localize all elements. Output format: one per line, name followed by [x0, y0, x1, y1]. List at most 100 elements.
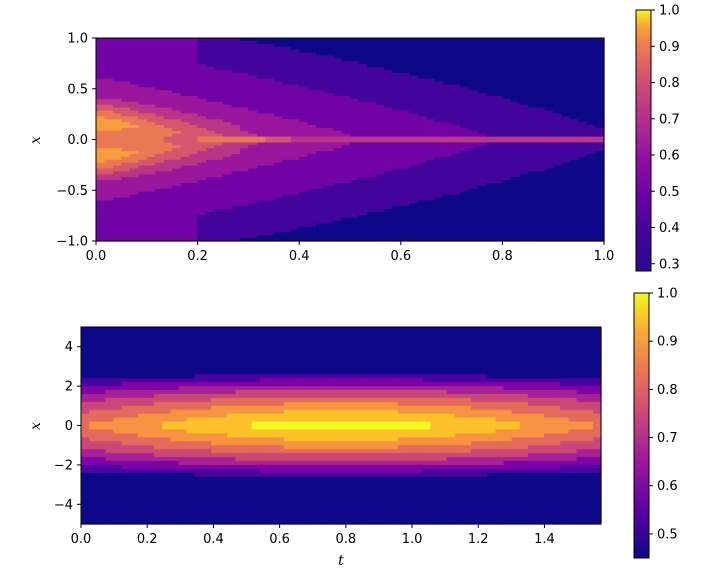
- heatmap-cell: [578, 238, 588, 242]
- heatmap-cell: [178, 401, 188, 407]
- heatmap-cell: [434, 58, 444, 62]
- heatmap-cell: [239, 165, 249, 170]
- heatmap-cell: [172, 75, 182, 80]
- heatmap-cell: [146, 197, 156, 201]
- heatmap-cell: [273, 226, 283, 230]
- heatmap-cell: [316, 119, 326, 123]
- heatmap-cell: [434, 87, 444, 91]
- heatmap-cell: [366, 46, 376, 51]
- heatmap-cell: [299, 122, 309, 126]
- heatmap-cell: [223, 148, 233, 152]
- heatmap-cell: [273, 238, 283, 242]
- heatmap-cell: [172, 46, 182, 51]
- heatmap-cell: [451, 139, 461, 143]
- heatmap-cell: [121, 174, 131, 178]
- heatmap-cell: [510, 238, 520, 242]
- heatmap-cell: [197, 75, 207, 80]
- heatmap-cell: [400, 125, 410, 129]
- heatmap-cell: [400, 177, 410, 181]
- heatmap-cell: [96, 145, 106, 149]
- heatmap-cell: [223, 238, 233, 242]
- heatmap-cell: [248, 52, 258, 56]
- heatmap-cell: [443, 212, 453, 216]
- heatmap-cell: [89, 516, 98, 521]
- heatmap-cell: [214, 165, 224, 170]
- heatmap-cell: [578, 206, 588, 210]
- heatmap-cell: [544, 159, 554, 164]
- heatmap-cell: [350, 75, 360, 80]
- heatmap-cell: [248, 136, 258, 141]
- heatmap-cell: [89, 500, 98, 505]
- heatmap-cell: [510, 119, 520, 123]
- heatmap-cell: [324, 183, 334, 187]
- heatmap-cell: [570, 238, 580, 242]
- heatmap-cell: [81, 334, 90, 340]
- heatmap-cell: [197, 154, 207, 158]
- heatmap-cell: [170, 437, 180, 442]
- heatmap-cell: [443, 84, 453, 88]
- heatmap-cell: [358, 64, 368, 68]
- heatmap-cell: [146, 437, 155, 442]
- heatmap-cell: [400, 113, 410, 117]
- heatmap-cell: [468, 98, 478, 103]
- heatmap-cell: [561, 229, 571, 233]
- heatmap-cell: [527, 101, 537, 106]
- heatmap-cell: [129, 136, 139, 141]
- heatmap-cell: [392, 81, 402, 85]
- heatmap-cell: [477, 159, 487, 164]
- heatmap-cell: [333, 75, 343, 80]
- heatmap-cell: [392, 67, 402, 71]
- heatmap-cell: [366, 226, 376, 230]
- heatmap-cell: [375, 81, 385, 85]
- heatmap-cell: [451, 78, 461, 83]
- heatmap-cell: [155, 122, 165, 126]
- heatmap-cell: [121, 453, 131, 458]
- heatmap-cell: [97, 484, 106, 490]
- heatmap-cell: [273, 40, 283, 45]
- heatmap-cell: [172, 113, 182, 117]
- heatmap-cell: [443, 151, 453, 155]
- heatmap-cell: [527, 69, 537, 74]
- heatmap-cell: [350, 214, 360, 219]
- heatmap-cell: [189, 49, 199, 54]
- heatmap-cell: [239, 84, 249, 88]
- heatmap-cell: [443, 183, 453, 187]
- heatmap-cell: [510, 194, 520, 199]
- heatmap-cell: [104, 217, 114, 222]
- heatmap-cell: [595, 203, 605, 207]
- heatmap-cell: [81, 354, 90, 360]
- heatmap-cell: [282, 78, 292, 83]
- heatmap-cell: [553, 52, 563, 56]
- heatmap-cell: [366, 136, 376, 141]
- heatmap-cell: [375, 159, 385, 164]
- heatmap-cell: [544, 194, 554, 199]
- heatmap-cell: [163, 165, 173, 170]
- heatmap-cell: [273, 96, 283, 100]
- heatmap-cell: [89, 350, 98, 356]
- heatmap-cell: [146, 101, 156, 106]
- heatmap-cell: [553, 180, 563, 184]
- heatmap-cell: [341, 84, 351, 88]
- heatmap-cell: [400, 185, 410, 190]
- heatmap-cell: [544, 67, 554, 71]
- heatmap-cell: [248, 101, 258, 106]
- heatmap-cell: [223, 183, 233, 187]
- heatmap-cell: [358, 154, 368, 158]
- heatmap-cell: [307, 133, 317, 138]
- heatmap-cell: [400, 209, 410, 213]
- heatmap-cell: [324, 171, 334, 175]
- heatmap-cell: [194, 334, 204, 340]
- heatmap-cell: [510, 220, 520, 225]
- heatmap-cell: [434, 229, 444, 233]
- heatmap-cell: [299, 238, 309, 242]
- heatmap-cell: [138, 64, 148, 68]
- heatmap-cell: [324, 98, 334, 103]
- heatmap-cell: [587, 203, 597, 207]
- heatmap-cell: [189, 119, 199, 123]
- heatmap-cell: [409, 72, 419, 77]
- heatmap-cell: [434, 156, 444, 161]
- heatmap-cell: [121, 81, 131, 85]
- heatmap-cell: [81, 460, 90, 466]
- heatmap-cell: [527, 93, 537, 97]
- heatmap-cell: [138, 110, 148, 114]
